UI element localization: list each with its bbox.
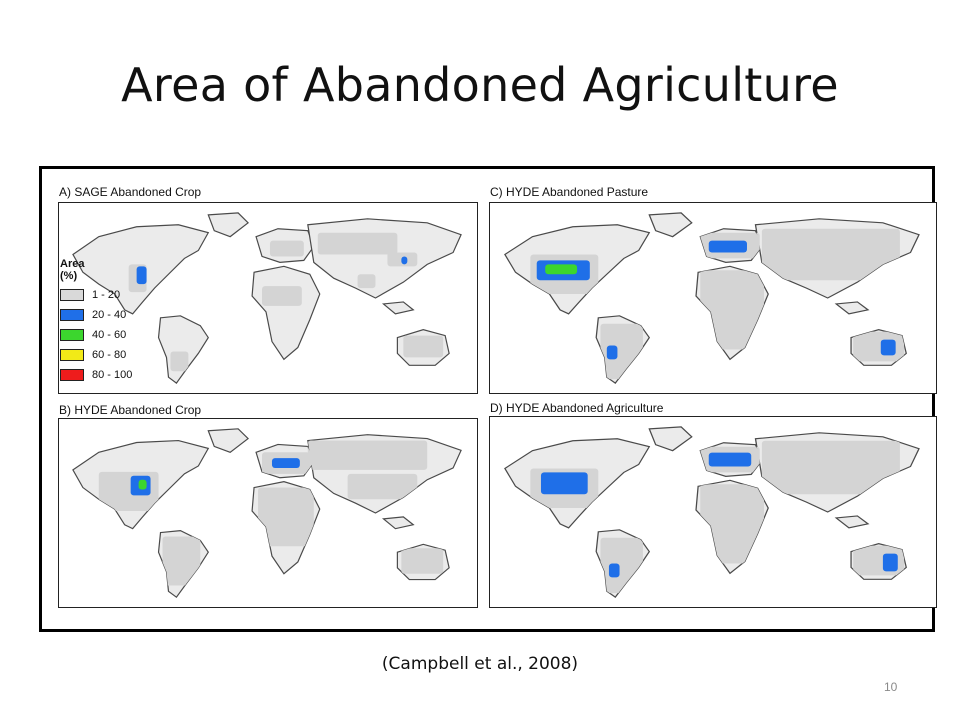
abandoned-area-layer	[98, 440, 444, 586]
asia-shape	[307, 218, 462, 299]
map-panel-hyde-crop	[58, 418, 478, 608]
abandoned-area-aus	[403, 335, 444, 358]
citation: (Campbell et al., 2008)	[381, 654, 579, 674]
indonesia-shape	[834, 301, 870, 315]
abandoned-area-layer	[128, 232, 444, 372]
indonesia-shape	[381, 301, 415, 315]
abandoned-area-us-blue	[540, 472, 588, 495]
panel-label-d: D) HYDE Abandoned Agriculture	[490, 401, 664, 415]
abandoned-area-asia	[761, 228, 900, 281]
world-map-c	[504, 212, 920, 384]
legend-swatch	[60, 349, 84, 361]
world-map-d	[504, 426, 920, 598]
abandoned-area-africa-sahel	[262, 286, 302, 306]
abandoned-area-india	[357, 274, 376, 289]
abandoned-area-argentina	[170, 351, 189, 372]
world-map-b	[72, 428, 462, 599]
legend-swatch	[60, 309, 84, 321]
abandoned-area-aus	[401, 548, 444, 574]
legend-label: 1 - 20	[92, 289, 121, 301]
greenland-shape	[648, 426, 693, 452]
abandoned-area-europe-blue	[708, 240, 747, 253]
africa-shape	[251, 265, 321, 361]
abandoned-area-s-america-blue	[608, 563, 620, 578]
greenland-shape	[207, 428, 249, 453]
page-number: 10	[884, 680, 898, 694]
panel-label-c: C) HYDE Abandoned Pasture	[490, 185, 649, 199]
abandoned-area-russia	[307, 440, 428, 470]
legend-label: 80 - 100	[92, 369, 133, 381]
abandoned-area-europe-blue	[708, 452, 752, 467]
greenland-shape	[207, 212, 249, 238]
indonesia-shape	[834, 515, 870, 529]
map-panel-hyde-pasture	[489, 202, 937, 394]
abandoned-area-us-blue	[136, 266, 147, 285]
legend-title-area: Area	[60, 258, 85, 270]
panel-label-b: B) HYDE Abandoned Crop	[59, 403, 202, 417]
legend-item: 60 - 80	[60, 345, 180, 365]
legend-label: 60 - 80	[92, 349, 127, 361]
abandoned-area-us-green	[138, 479, 147, 490]
panel-label-a: A) SAGE Abandoned Crop	[59, 185, 202, 199]
legend-item: 1 - 20	[60, 285, 180, 305]
abandoned-area-us-green	[545, 264, 578, 275]
abandoned-area-europe	[269, 240, 304, 257]
abandoned-area-aus-blue	[882, 553, 898, 572]
map-panel-hyde-agriculture	[489, 416, 937, 608]
abandoned-area-aus	[853, 331, 905, 362]
indonesia-shape	[381, 516, 415, 530]
abandoned-area-se-china-blue	[401, 256, 408, 265]
abandoned-area-aus-blue	[880, 339, 896, 356]
abandoned-area-s-america	[600, 537, 643, 594]
abandoned-area-layer	[530, 228, 905, 380]
legend-label: 20 - 40	[92, 309, 127, 321]
legend-title-unit: (%)	[60, 270, 78, 282]
abandoned-area-africa	[700, 270, 764, 350]
abandoned-area-africa	[258, 487, 314, 547]
legend-item: 40 - 60	[60, 325, 180, 345]
world-map-a	[72, 212, 462, 384]
legend-item: 20 - 40	[60, 305, 180, 325]
legend-item: 80 - 100	[60, 365, 180, 385]
abandoned-area-africa	[700, 484, 764, 564]
abandoned-area-s-america-blue	[606, 345, 618, 360]
abandoned-area-asia	[761, 440, 900, 495]
legend-swatch	[60, 289, 84, 301]
abandoned-area-russia	[317, 232, 398, 255]
legend-swatch	[60, 369, 84, 381]
slide-title: Area of Abandoned Agriculture	[121, 58, 839, 112]
abandoned-area-s-america	[162, 536, 201, 586]
map-panel-sage-crop	[58, 202, 478, 394]
greenland-shape	[648, 212, 693, 238]
abandoned-area-asia	[347, 473, 418, 500]
legend-swatch	[60, 329, 84, 341]
abandoned-area-europe-blue	[271, 458, 300, 468]
legend-label: 40 - 60	[92, 329, 127, 341]
map-legend: Area (%) 1 - 20 20 - 40 40 - 60 60 - 80 …	[60, 258, 180, 385]
